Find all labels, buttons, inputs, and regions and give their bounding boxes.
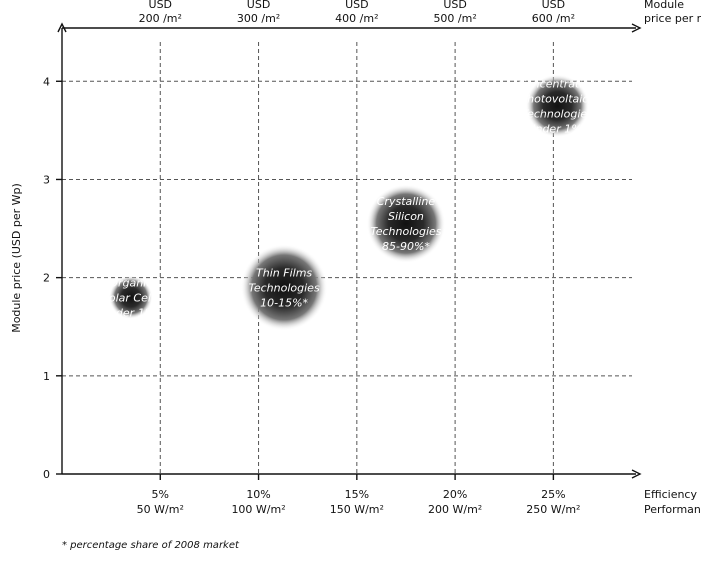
bubble-label: Under 1%* (527, 122, 587, 135)
x-axis-arrow (631, 469, 642, 479)
top-axis-title: Module (644, 0, 684, 11)
bubble-label: Under 1%* (101, 306, 161, 319)
bubble-label: Crystalline (377, 195, 436, 208)
bubble-label: Concentrating (518, 77, 596, 90)
top-tick-label: 300 /m² (237, 12, 280, 25)
top-axis-arrow (631, 23, 642, 33)
top-tick-label: USD (247, 0, 271, 11)
top-tick-label: 500 /m² (433, 12, 476, 25)
x-tick-label: 10% (246, 488, 270, 501)
top-tick-label: USD (345, 0, 369, 11)
y-tick-label: 0 (43, 468, 50, 481)
bubble (366, 184, 446, 263)
y-tick-label: 1 (43, 370, 50, 383)
labels: Organic Solar Cells Under 1%* Thin Films Tec… (10, 0, 701, 516)
y-tick-label: 4 (43, 75, 50, 88)
x-tick-label: 250 W/m² (526, 503, 580, 516)
top-tick-label: USD (149, 0, 173, 11)
top-tick-label: 200 /m² (139, 12, 182, 25)
y-axis-arrow (57, 22, 67, 33)
bubble-label: 85-90%* (382, 240, 430, 253)
top-tick-label: 600 /m² (532, 12, 575, 25)
bubbles (109, 74, 589, 331)
bubble-label: 10-15%* (260, 296, 308, 309)
bubble-label: Solar Cells (102, 291, 160, 304)
x-tick-label: 5% (152, 488, 169, 501)
bubble-label: Organic (109, 276, 152, 289)
x-tick-label: 150 W/m² (330, 503, 384, 516)
top-tick-label: USD (443, 0, 467, 11)
x-tick-label: 50 W/m² (137, 503, 184, 516)
axes (56, 22, 642, 480)
x-tick-label: 200 W/m² (428, 503, 482, 516)
bubble-label: Thin Films (256, 266, 312, 279)
bubble (525, 74, 589, 138)
y-tick-label: 3 (43, 173, 50, 186)
bubble-label: Technologies (370, 225, 441, 238)
x-tick-label: 100 W/m² (231, 503, 285, 516)
top-tick-label: 400 /m² (335, 12, 378, 25)
x-axis-title: Efficiency (644, 488, 697, 501)
footnote: * percentage share of 2008 market (62, 540, 239, 551)
bubble-label: Photovoltaics (521, 92, 595, 105)
top-axis-title: price per m² (644, 12, 701, 25)
bubble-label: Technologies (249, 281, 320, 294)
y-tick-label: 2 (43, 272, 50, 285)
bubble (240, 244, 328, 331)
bubble-label: Technologies (522, 107, 593, 120)
top-tick-label: USD (542, 0, 566, 11)
bubble-label: Silicon (388, 210, 424, 223)
y-axis-title: Module price (USD per Wp) (10, 183, 23, 333)
x-tick-label: 25% (541, 488, 565, 501)
bubble (109, 275, 153, 319)
x-axis-title: Performance (644, 503, 701, 516)
x-tick-label: 15% (345, 488, 369, 501)
x-tick-label: 20% (443, 488, 467, 501)
